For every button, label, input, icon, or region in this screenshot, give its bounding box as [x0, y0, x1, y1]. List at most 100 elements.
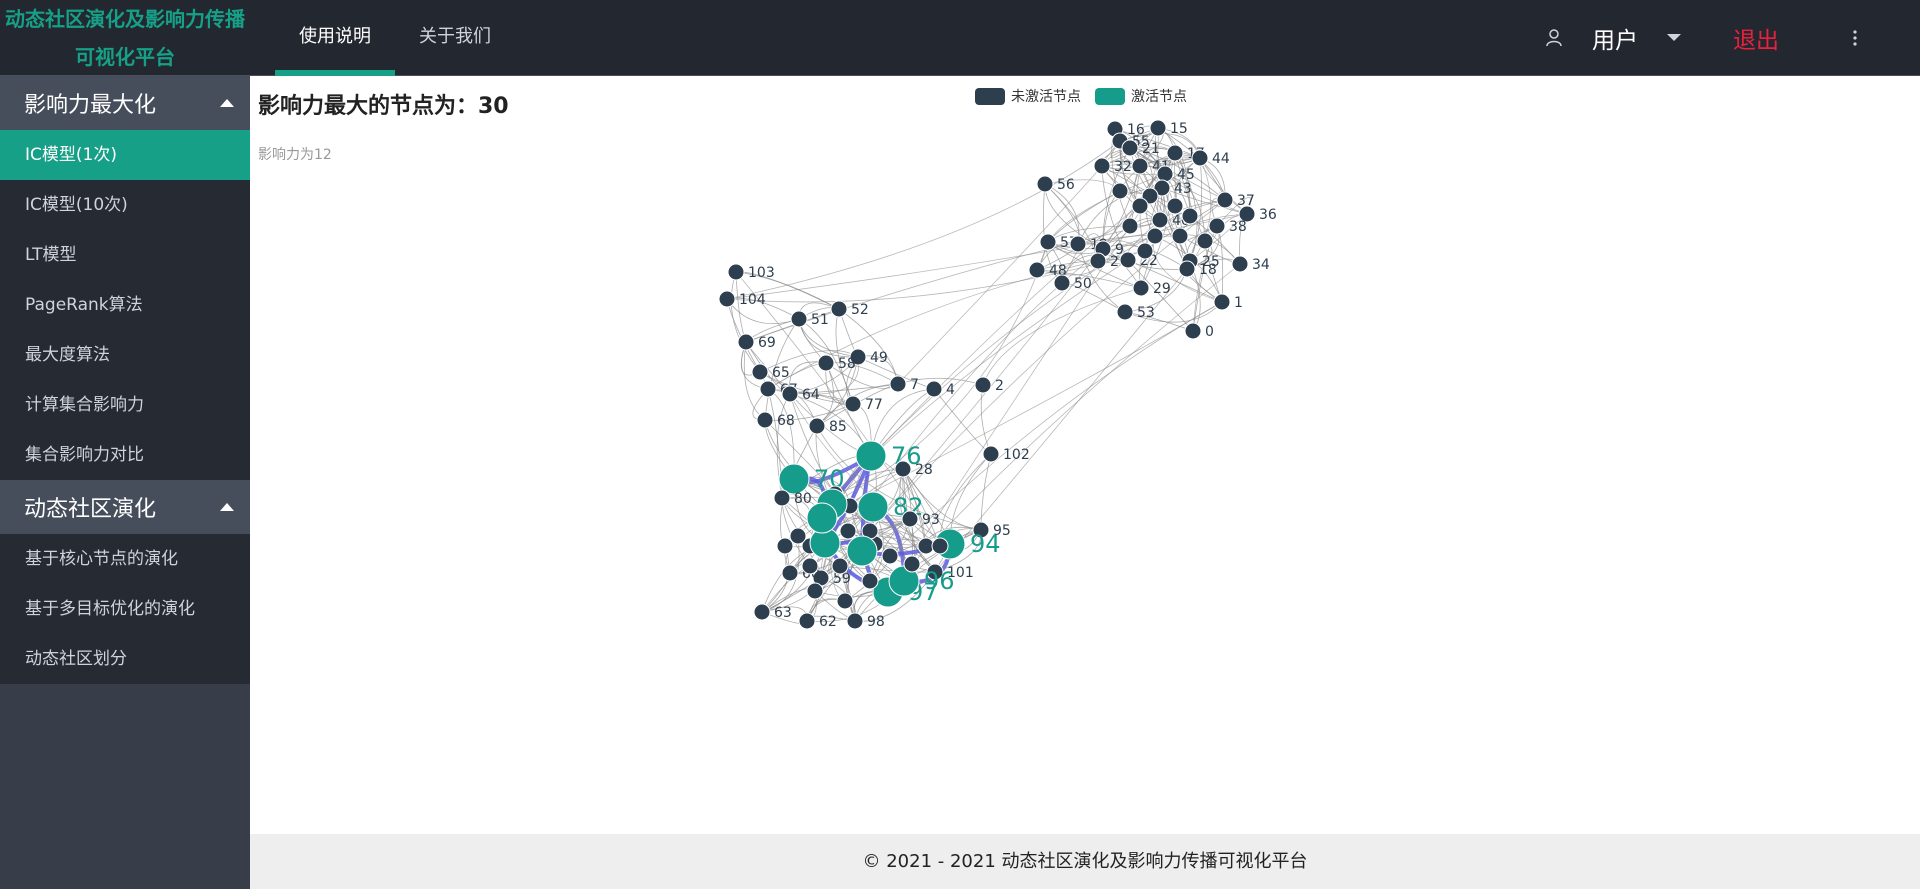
graph-node[interactable]: [1208, 217, 1226, 235]
logout-button[interactable]: 退出: [1733, 28, 1779, 54]
graph-node[interactable]: [1121, 217, 1139, 235]
graph-node[interactable]: [1216, 191, 1234, 209]
graph-node[interactable]: [1136, 242, 1154, 260]
tab-usage[interactable]: 使用说明: [275, 0, 395, 76]
graph-node[interactable]: [1093, 157, 1111, 175]
graph-node[interactable]: [1191, 149, 1209, 167]
graph-node[interactable]: [1213, 293, 1231, 311]
graph-node[interactable]: [1178, 260, 1196, 278]
graph-node[interactable]: [903, 555, 921, 573]
graph-node[interactable]: [1166, 144, 1184, 162]
graph-node[interactable]: [925, 380, 943, 398]
graph-node[interactable]: [756, 411, 774, 429]
graph-node[interactable]: [1111, 182, 1129, 200]
graph-node[interactable]: [982, 445, 1000, 463]
legend-inactive[interactable]: 未激活节点: [975, 86, 1081, 106]
sidebar-group-influence-max[interactable]: 影响力最大化: [0, 76, 250, 130]
graph-node[interactable]: [751, 363, 769, 381]
graph-node[interactable]: [773, 489, 791, 507]
graph-node[interactable]: [849, 348, 867, 366]
graph-legend[interactable]: 未激活节点 激活节点: [975, 86, 1201, 106]
graph-node[interactable]: [836, 592, 854, 610]
graph-node[interactable]: [901, 510, 919, 528]
caret-down-icon[interactable]: [1666, 0, 1686, 76]
graph-node[interactable]: [844, 395, 862, 413]
sidebar-item-community-division[interactable]: 动态社区划分: [25, 649, 127, 669]
graph-node[interactable]: [781, 564, 799, 582]
graph-node[interactable]: [1119, 251, 1137, 269]
user-menu-label[interactable]: 用户: [1592, 28, 1638, 54]
graph-node[interactable]: [1039, 233, 1057, 251]
more-vertical-icon[interactable]: [1852, 0, 1872, 76]
graph-node[interactable]: [801, 557, 819, 575]
graph-node-active[interactable]: [778, 463, 810, 495]
graph-edge: [982, 287, 1142, 386]
sidebar-item-ic-1[interactable]: IC模型(1次): [0, 130, 250, 180]
sidebar-item-set-influence[interactable]: 计算集合影响力: [25, 395, 144, 415]
graph-node[interactable]: [1166, 197, 1184, 215]
graph-node[interactable]: [974, 376, 992, 394]
network-graph[interactable]: 1655152117443241455643373640385719922251…: [250, 76, 1920, 834]
sidebar-item-ic-10[interactable]: IC模型(10次): [25, 195, 128, 215]
graph-node[interactable]: [737, 333, 755, 351]
graph-node-active[interactable]: [857, 491, 889, 523]
graph-node[interactable]: [889, 375, 907, 393]
graph-node[interactable]: [1184, 322, 1202, 340]
graph-node[interactable]: [831, 557, 849, 575]
graph-node[interactable]: [1153, 179, 1171, 197]
graph-node[interactable]: [798, 612, 816, 630]
graph-node[interactable]: [753, 603, 771, 621]
graph-node[interactable]: [1231, 255, 1249, 273]
legend-active[interactable]: 激活节点: [1095, 86, 1187, 106]
graph-node[interactable]: [931, 537, 949, 555]
sidebar-item-multiobjective-evolution[interactable]: 基于多目标优化的演化: [25, 599, 195, 619]
graph-node[interactable]: [1121, 139, 1139, 157]
graph-node[interactable]: [1028, 261, 1046, 279]
sidebar-item-pagerank[interactable]: PageRank算法: [25, 295, 143, 315]
graph-node[interactable]: [718, 290, 736, 308]
graph-node[interactable]: [1171, 227, 1189, 245]
graph-node[interactable]: [839, 522, 857, 540]
graph-node[interactable]: [881, 547, 899, 565]
graph-node[interactable]: [861, 572, 879, 590]
graph-node[interactable]: [894, 460, 912, 478]
graph-node[interactable]: [846, 612, 864, 630]
graph-node[interactable]: [727, 263, 745, 281]
graph-node[interactable]: [972, 521, 990, 539]
graph-node[interactable]: [926, 563, 944, 581]
graph-node-active[interactable]: [806, 502, 838, 534]
sidebar-item-lt[interactable]: LT模型: [25, 245, 77, 265]
sidebar-item-max-degree[interactable]: 最大度算法: [25, 345, 110, 365]
sidebar-item-set-compare[interactable]: 集合影响力对比: [25, 445, 144, 465]
sidebar-group-community[interactable]: 动态社区演化: [0, 480, 250, 534]
graph-node[interactable]: [808, 417, 826, 435]
graph-node[interactable]: [1069, 235, 1087, 253]
sidebar-item-core-node-evolution[interactable]: 基于核心节点的演化: [25, 549, 178, 569]
graph-node[interactable]: [1196, 232, 1214, 250]
tab-about[interactable]: 关于我们: [419, 26, 491, 47]
graph-node[interactable]: [1089, 252, 1107, 270]
graph-node-active[interactable]: [846, 535, 878, 567]
graph-node[interactable]: [1131, 157, 1149, 175]
graph-node[interactable]: [790, 310, 808, 328]
graph-node[interactable]: [1149, 119, 1167, 137]
graph-node[interactable]: [759, 380, 777, 398]
graph-node[interactable]: [1053, 274, 1071, 292]
graph-node[interactable]: [776, 537, 794, 555]
graph-node-active[interactable]: [855, 440, 887, 472]
graph-node[interactable]: [1036, 175, 1054, 193]
graph-node[interactable]: [1146, 227, 1164, 245]
graph-node[interactable]: [1238, 205, 1256, 223]
graph-node[interactable]: [1156, 165, 1174, 183]
graph-node[interactable]: [806, 582, 824, 600]
graph-node[interactable]: [830, 300, 848, 318]
user-icon[interactable]: [1545, 0, 1571, 76]
graph-node[interactable]: [1181, 207, 1199, 225]
graph-node[interactable]: [1151, 211, 1169, 229]
graph-node[interactable]: [789, 527, 807, 545]
graph-node[interactable]: [817, 354, 835, 372]
graph-node[interactable]: [1132, 279, 1150, 297]
graph-node[interactable]: [1116, 303, 1134, 321]
graph-node[interactable]: [781, 385, 799, 403]
graph-node[interactable]: [1131, 197, 1149, 215]
